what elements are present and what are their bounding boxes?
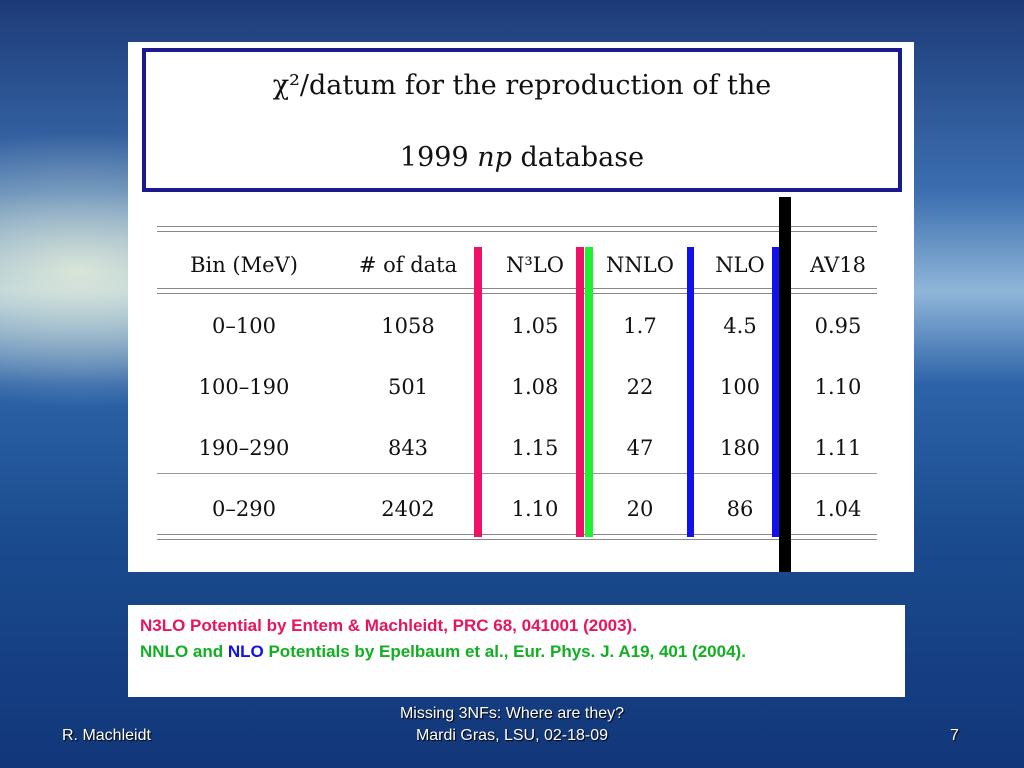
caption-line: NNLO and NLO Potentials by Epelbaum et a… — [140, 639, 893, 665]
footer-center: Missing 3NFs: Where are they? Mardi Gras… — [312, 703, 712, 747]
table-header: N³LO — [506, 253, 564, 277]
table-cell: 20 — [626, 497, 654, 521]
table-cell: 86 — [726, 497, 754, 521]
table-rule — [157, 288, 877, 294]
caption-text: NNLO and — [140, 642, 224, 661]
table-cell: 0.95 — [814, 314, 862, 338]
table-cell: 1.11 — [814, 436, 862, 460]
table-cell: 190–290 — [198, 436, 290, 460]
table-rule — [157, 473, 877, 474]
table-cell: 843 — [387, 436, 429, 460]
table-cell: 1.05 — [511, 314, 559, 338]
table-cell: 0–100 — [212, 314, 276, 338]
highlight-bar — [687, 247, 694, 537]
table-header: NNLO — [606, 253, 674, 277]
table-header: NLO — [715, 253, 765, 277]
title-line: χ²/datum for the reproduction of the — [272, 70, 772, 101]
footer-author: R. Machleidt — [62, 727, 151, 744]
highlight-bar — [585, 247, 593, 537]
footer-page: 7 — [950, 727, 959, 744]
title-text: 1999 — [399, 142, 469, 173]
highlight-bar — [779, 197, 791, 572]
table-rule — [157, 226, 877, 232]
footer-line: Mardi Gras, LSU, 02-18-09 — [415, 727, 609, 744]
title-line: 1999 np database — [146, 142, 898, 173]
highlight-bar — [474, 247, 482, 537]
table-cell: 1.15 — [511, 436, 559, 460]
table-cell: 1.10 — [511, 497, 559, 521]
table-cell: 47 — [626, 436, 654, 460]
table-header: AV18 — [809, 253, 866, 277]
table-header: # of data — [358, 253, 458, 277]
caption-line: N3LO Potential by Entem & Machleidt, PRC… — [140, 616, 637, 635]
caption-text: NLO — [227, 642, 264, 661]
title-box: χ²/datum for the reproduction of the 199… — [142, 48, 902, 192]
table-cell: 1.10 — [814, 375, 862, 399]
title-text: database — [520, 142, 645, 173]
highlight-bar — [576, 247, 584, 537]
caption-text: Potentials by Epelbaum et al., Eur. Phys… — [268, 642, 746, 661]
caption-box: N3LO Potential by Entem & Machleidt, PRC… — [128, 605, 905, 697]
footer-line: Missing 3NFs: Where are they? — [399, 705, 625, 722]
table-cell: 0–290 — [212, 497, 276, 521]
table-rule — [157, 534, 877, 540]
table-cell: 180 — [719, 436, 761, 460]
table-cell: 100–190 — [198, 375, 290, 399]
table-cell: 1058 — [381, 314, 435, 338]
table-cell: 1.04 — [814, 497, 862, 521]
table-cell: 501 — [387, 375, 429, 399]
highlight-bar — [772, 247, 779, 537]
table-cell: 1.08 — [511, 375, 559, 399]
table-cell: 22 — [626, 375, 654, 399]
table-cell: 4.5 — [723, 314, 757, 338]
table-cell: 2402 — [381, 497, 435, 521]
title-text: np — [477, 142, 512, 173]
table-cell: 1.7 — [623, 314, 657, 338]
table-header: Bin (MeV) — [190, 253, 298, 277]
table-cell: 100 — [719, 375, 761, 399]
